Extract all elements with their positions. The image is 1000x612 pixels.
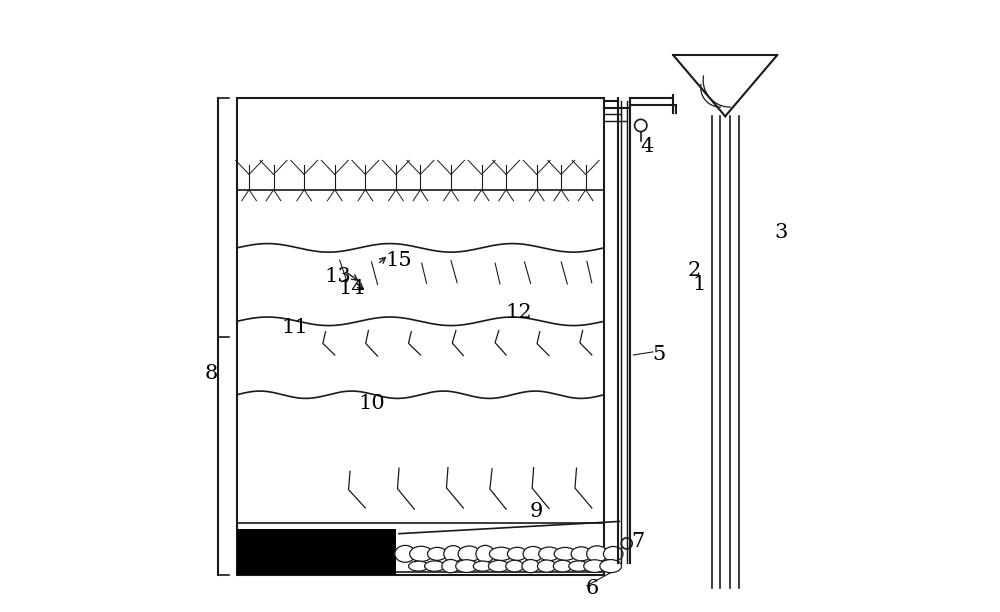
Text: 9: 9 <box>530 501 543 521</box>
Ellipse shape <box>539 547 560 561</box>
Bar <box>237 529 396 575</box>
Ellipse shape <box>456 560 478 572</box>
Text: 12: 12 <box>505 302 532 322</box>
Ellipse shape <box>522 559 539 573</box>
Ellipse shape <box>427 547 447 561</box>
Ellipse shape <box>584 560 606 572</box>
Bar <box>237 98 604 575</box>
Ellipse shape <box>553 560 572 572</box>
Text: 6: 6 <box>585 579 598 599</box>
Text: 10: 10 <box>358 394 385 414</box>
Ellipse shape <box>473 561 492 571</box>
Ellipse shape <box>507 547 527 561</box>
Text: 5: 5 <box>652 345 666 365</box>
Ellipse shape <box>506 561 524 572</box>
Ellipse shape <box>442 559 459 573</box>
Ellipse shape <box>523 547 543 561</box>
Ellipse shape <box>395 545 415 562</box>
Ellipse shape <box>410 547 433 561</box>
Ellipse shape <box>571 547 591 561</box>
Ellipse shape <box>569 561 589 572</box>
Text: 7: 7 <box>631 532 644 551</box>
Ellipse shape <box>476 545 494 562</box>
Text: 11: 11 <box>282 318 308 337</box>
Ellipse shape <box>409 561 429 571</box>
Ellipse shape <box>587 546 608 562</box>
Ellipse shape <box>600 559 622 573</box>
Text: 2: 2 <box>688 261 701 280</box>
Text: 3: 3 <box>775 223 788 242</box>
Ellipse shape <box>489 547 513 561</box>
Ellipse shape <box>444 546 463 562</box>
Ellipse shape <box>458 546 480 562</box>
Ellipse shape <box>537 560 556 572</box>
Text: 4: 4 <box>640 137 654 157</box>
Text: 1: 1 <box>692 275 706 294</box>
Ellipse shape <box>554 547 576 561</box>
Ellipse shape <box>488 561 509 572</box>
Text: 14: 14 <box>339 279 365 299</box>
Ellipse shape <box>603 547 623 561</box>
Text: 13: 13 <box>324 267 351 286</box>
Text: 8: 8 <box>205 364 218 383</box>
Text: 15: 15 <box>386 250 412 270</box>
Ellipse shape <box>425 561 445 572</box>
